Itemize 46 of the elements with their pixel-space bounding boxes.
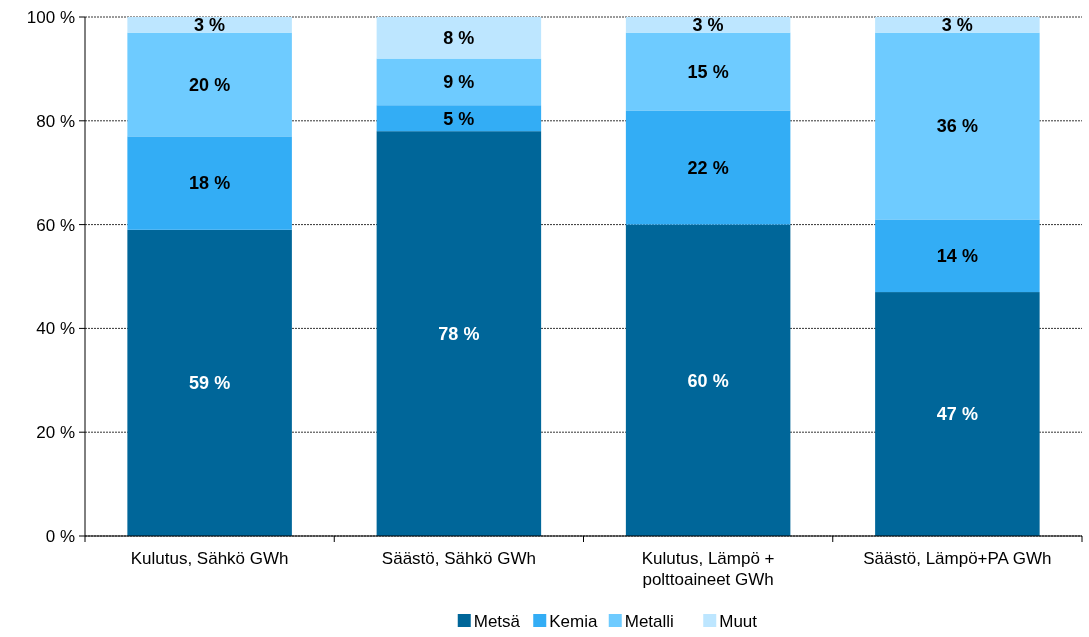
legend-label: Kemia xyxy=(549,612,598,631)
bar xyxy=(127,136,292,230)
y-tick-label: 20 % xyxy=(36,423,75,443)
data-label: 36 % xyxy=(936,116,978,137)
bar xyxy=(625,17,791,33)
y-tick-label: 60 % xyxy=(36,215,75,235)
data-label: 3 % xyxy=(692,15,724,36)
data-label: 5 % xyxy=(443,108,475,129)
bar xyxy=(875,17,1040,33)
data-label: 20 % xyxy=(189,74,231,95)
legend-label: Metalli xyxy=(624,612,674,631)
bar xyxy=(875,219,1040,293)
data-label: 15 % xyxy=(687,61,729,82)
bar xyxy=(376,131,542,536)
data-label: 60 % xyxy=(687,370,729,391)
bar xyxy=(376,58,542,106)
bar xyxy=(875,32,1040,220)
data-label: 3 % xyxy=(941,15,973,36)
bar xyxy=(127,17,292,33)
bar xyxy=(127,32,292,137)
data-label: 59 % xyxy=(189,373,231,394)
bar xyxy=(625,224,791,536)
bar xyxy=(875,292,1040,536)
y-tick-label: 40 % xyxy=(36,319,75,339)
bar xyxy=(625,110,791,225)
data-label: 14 % xyxy=(936,246,978,267)
bar xyxy=(376,17,542,59)
y-tick-label: 0 % xyxy=(45,526,75,546)
data-label: 18 % xyxy=(189,173,231,194)
data-label: 78 % xyxy=(438,323,480,344)
y-tick-label: 80 % xyxy=(36,111,75,131)
data-label: 8 % xyxy=(443,28,475,49)
bar xyxy=(625,32,791,111)
x-tick-label: Kulutus, Lämpö + polttoaineet GWh xyxy=(641,549,775,589)
bar xyxy=(376,105,542,132)
x-tick-label: Säästö, Sähkö GWh xyxy=(381,549,536,568)
bar xyxy=(127,229,292,536)
data-label: 9 % xyxy=(443,72,475,93)
legend-label: Metsä xyxy=(473,612,521,631)
data-label: 47 % xyxy=(936,404,978,425)
x-tick-label: Säästö, Lämpö+PA GWh xyxy=(863,549,1052,568)
x-tick-label: Kulutus, Sähkö GWh xyxy=(130,549,289,568)
y-tick-label: 100 % xyxy=(26,7,75,27)
data-label: 22 % xyxy=(687,157,729,178)
data-label: 3 % xyxy=(194,15,226,36)
legend-label: Muut xyxy=(719,612,758,631)
